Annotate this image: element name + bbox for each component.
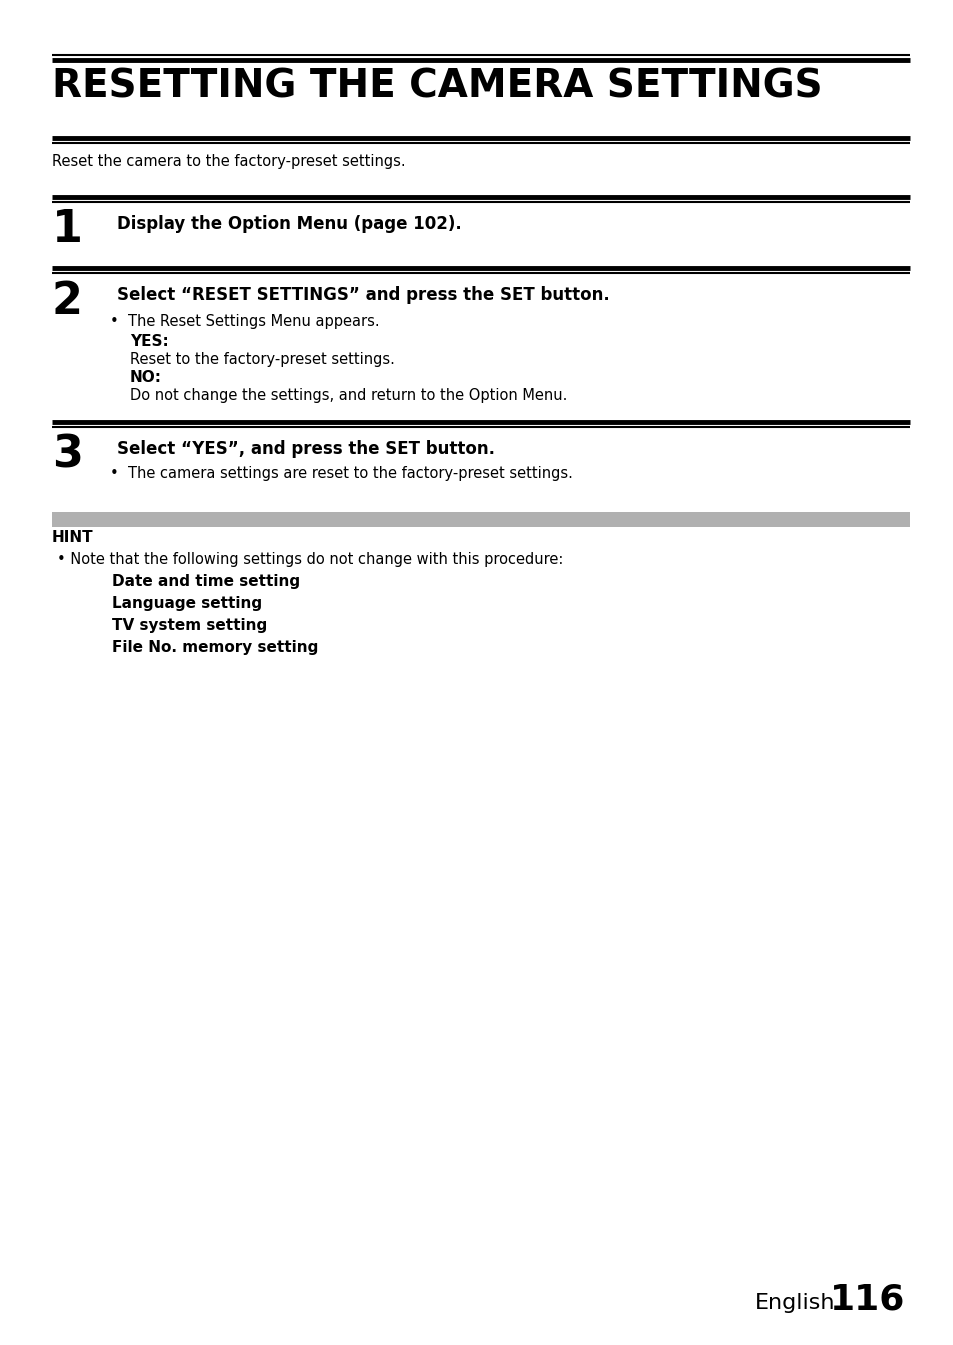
Text: Reset the camera to the factory-preset settings.: Reset the camera to the factory-preset s… [52,153,405,169]
Text: Reset to the factory-preset settings.: Reset to the factory-preset settings. [130,352,395,367]
Text: Display the Option Menu (page 102).: Display the Option Menu (page 102). [117,215,461,233]
Text: Do not change the settings, and return to the Option Menu.: Do not change the settings, and return t… [130,387,567,404]
Text: Date and time setting: Date and time setting [112,574,300,589]
Text: •  The Reset Settings Menu appears.: • The Reset Settings Menu appears. [110,313,379,330]
Text: TV system setting: TV system setting [112,617,267,633]
Text: 1: 1 [52,208,83,252]
Text: English: English [754,1293,834,1313]
Text: Select “YES”, and press the SET button.: Select “YES”, and press the SET button. [117,440,495,459]
Text: HINT: HINT [52,530,93,545]
Text: YES:: YES: [130,334,169,348]
Text: Language setting: Language setting [112,596,262,611]
Text: •  The camera settings are reset to the factory-preset settings.: • The camera settings are reset to the f… [110,465,572,482]
Text: NO:: NO: [130,370,162,385]
Text: File No. memory setting: File No. memory setting [112,640,318,655]
Text: 3: 3 [52,434,83,477]
Text: 2: 2 [52,280,83,323]
Text: • Note that the following settings do not change with this procedure:: • Note that the following settings do no… [57,551,563,568]
Text: 116: 116 [829,1283,904,1317]
Text: RESETTING THE CAMERA SETTINGS: RESETTING THE CAMERA SETTINGS [52,69,821,106]
Text: Select “RESET SETTINGS” and press the SET button.: Select “RESET SETTINGS” and press the SE… [117,286,609,304]
Bar [52,512,909,527]
